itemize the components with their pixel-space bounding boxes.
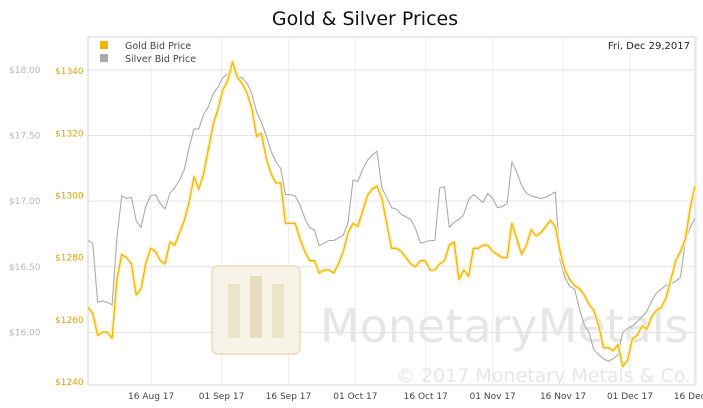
legend: Gold Bid Price Silver Bid Price (100, 41, 196, 65)
watermark-copyright: © 2017 Monetary Metals & Co. (396, 365, 691, 387)
watermark-logo (211, 265, 301, 355)
x-tick-label: 16 Aug 17 (128, 392, 174, 402)
x-tick-label: 01 Sep 17 (199, 392, 245, 402)
x-axis-ticks: 16 Aug 17 01 Sep 17 16 Sep 17 01 Oct 17 16 O… (128, 392, 703, 402)
plot-area-border (87, 36, 696, 386)
legend-label-gold: Gold Bid Price (125, 41, 191, 52)
legend-label-silver: Silver Bid Price (125, 54, 196, 65)
watermark-brand: MonetaryMetals (320, 299, 689, 353)
y-tick-gold: $1240 (55, 378, 84, 388)
x-tick-label: 01 Dec 17 (607, 392, 653, 402)
x-tick-label: 16 Sep 17 (266, 392, 312, 402)
x-tick-label: 01 Nov 17 (470, 392, 516, 402)
series-lines (86, 59, 697, 369)
y-tick-gold: $1280 (55, 254, 84, 264)
series-line-gold (87, 61, 696, 368)
y-tick-silver: $16.00 (9, 328, 41, 338)
chart-title: Gold & Silver Prices (272, 8, 458, 30)
y-tick-silver: $18.00 (9, 66, 41, 76)
y-axis-ticks: $18.00 $17.50 $17.00 $16.50 $16.00 $1340 $1320… (9, 66, 84, 388)
date-label: Fri, Dec 29,2017 (608, 41, 690, 52)
x-tick-label: 16 Dec 17 (674, 392, 703, 402)
y-tick-gold: $1260 (55, 316, 84, 326)
y-tick-silver: $17.50 (9, 131, 41, 141)
watermark: MonetaryMetals © 2017 Monetary Metals & … (211, 265, 691, 387)
y-tick-gold: $1340 (55, 67, 84, 77)
y-tick-silver: $16.50 (9, 263, 41, 273)
x-tick-label: 16 Oct 17 (404, 392, 448, 402)
x-tick-label: 01 Oct 17 (333, 392, 377, 402)
y-tick-gold: $1300 (55, 191, 84, 201)
y-tick-silver: $17.00 (9, 197, 41, 207)
y-tick-gold: $1320 (55, 129, 84, 139)
x-tick-label: 16 Nov 17 (540, 392, 586, 402)
series-line-silver (87, 62, 696, 362)
legend-swatch-silver (100, 54, 108, 62)
legend-swatch-gold (100, 41, 108, 49)
